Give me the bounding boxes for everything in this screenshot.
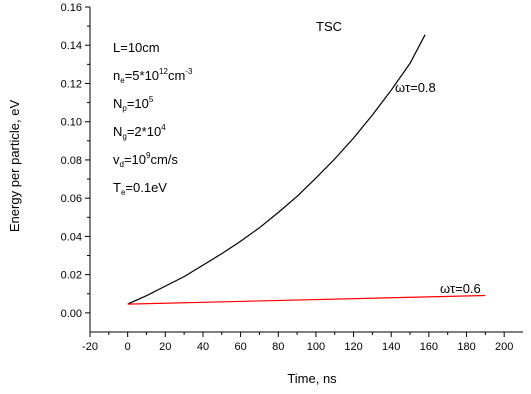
x-tick-label: 180 [457,341,475,353]
x-tick-label: 120 [344,341,362,353]
x-tick-label: 20 [159,341,171,353]
y-tick-label: 0.04 [61,231,82,243]
y-tick-label: 0.02 [61,270,82,282]
y-tick-label: 0.14 [61,40,82,52]
x-tick-label: 40 [197,341,209,353]
series-line-1 [127,294,486,305]
y-tick-label: 0.16 [61,2,82,14]
x-tick-label: 140 [382,341,400,353]
annotation-electron-density: ne=5*1012cm-3 [113,67,193,85]
annotation-drift-velocity: vd=109cm/s [113,151,178,169]
y-tick-label: 0.08 [61,155,82,167]
annotation-length: L=10cm [113,40,160,55]
x-tick-label: 0 [125,341,131,353]
annotation-np: Np=105 [113,95,154,113]
y-tick-label: 0.12 [61,78,82,90]
x-tick-label: 80 [272,341,284,353]
x-tick-label: 100 [307,341,325,353]
series [127,34,486,305]
y-tick-label: 0.10 [61,117,82,129]
annotation-ng: Ng=2*104 [113,123,166,141]
annotation-electron-temperature: Te=0.1eV [113,180,167,197]
series-label-0-6: ωτ=0.6 [440,281,481,296]
y-axis-title: Energy per particle, eV [7,100,22,233]
x-tick-label: 200 [495,341,513,353]
x-tick-label: -20 [82,341,98,353]
axes [89,7,523,333]
x-axis-title: Time, ns [287,371,337,386]
y-tick-label: 0.06 [61,193,82,205]
series-line-0 [127,34,426,305]
chart-title: TSC [316,19,342,34]
x-tick-label: 60 [234,341,246,353]
series-label-0-8: ωτ=0.8 [395,80,436,95]
y-tick-label: 0.00 [61,308,82,320]
ticks: -20 0 20 40 60 80 100 120 140 160 180 200 0.00 0.02 0.… [61,2,514,353]
x-tick-label: 160 [420,341,438,353]
